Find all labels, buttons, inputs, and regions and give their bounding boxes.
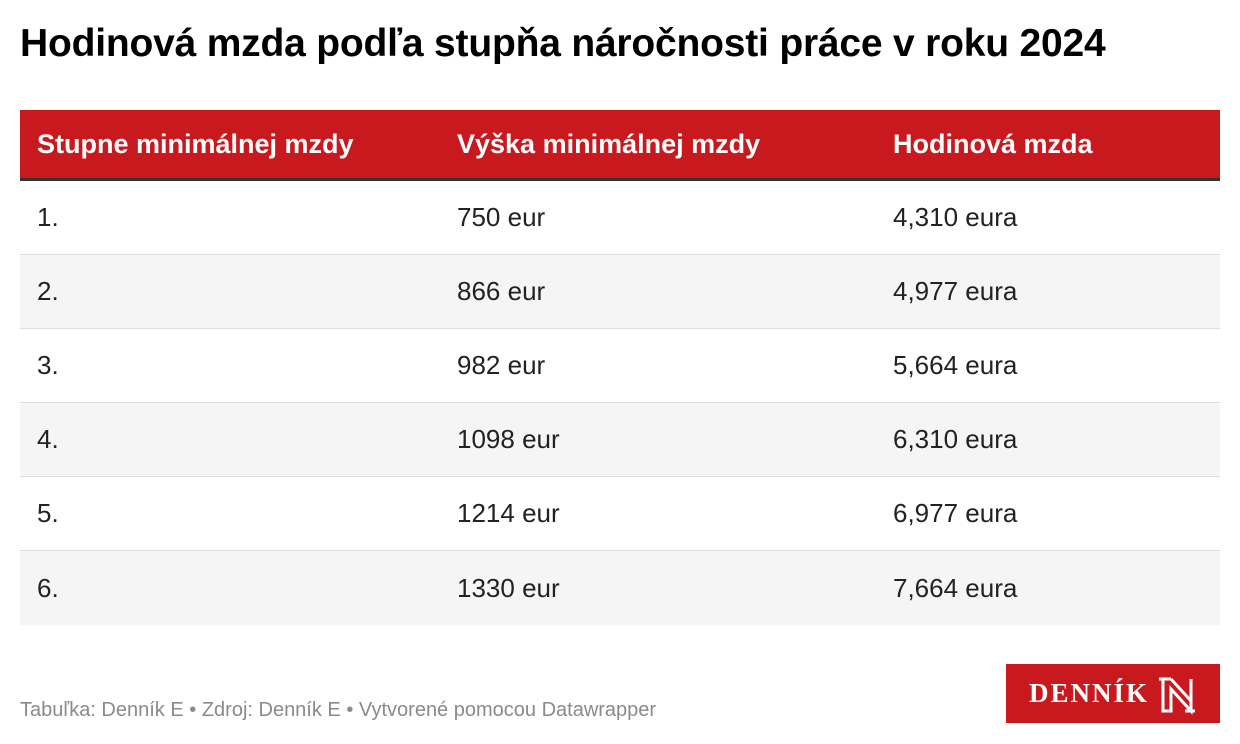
letter-n-icon — [1159, 677, 1195, 715]
cell-hodinova: 6,977 eura — [893, 498, 1018, 528]
table-header: Stupne minimálnej mzdy Výška minimálnej … — [20, 110, 1220, 181]
table-row: 1. 750 eur 4,310 eura — [20, 181, 1220, 255]
cell-vyska: 1330 eur — [457, 572, 560, 603]
cell-vyska: 982 eur — [457, 350, 546, 380]
cell-hodinova: 5,664 eura — [893, 350, 1018, 380]
table-row: 6. 1330 eur 7,664 eura — [20, 551, 1220, 625]
cell-stupen: 5. — [37, 498, 59, 528]
cell-stupen: 3. — [37, 350, 59, 380]
header-cell-vyska: Výška minimálnej mzdy — [457, 128, 761, 159]
cell-hodinova: 4,977 eura — [893, 276, 1018, 306]
header-cell-hodinova: Hodinová mzda — [893, 128, 1093, 159]
cell-hodinova: 4,310 eura — [893, 202, 1018, 232]
source-footer: Tabuľka: Denník E • Zdroj: Denník E • Vy… — [20, 699, 657, 721]
cell-stupen: 6. — [37, 572, 59, 603]
cell-stupen: 4. — [37, 424, 59, 454]
cell-hodinova: 7,664 eura — [893, 572, 1018, 603]
dennik-logo[interactable]: DENNÍK — [1006, 664, 1220, 723]
cell-vyska: 1098 eur — [457, 424, 560, 454]
table-row: 5. 1214 eur 6,977 eura — [20, 477, 1220, 551]
cell-stupen: 2. — [37, 276, 59, 306]
table-row: 4. 1098 eur 6,310 eura — [20, 403, 1220, 477]
cell-hodinova: 6,310 eura — [893, 424, 1018, 454]
page-title: Hodinová mzda podľa stupňa náročnosti pr… — [20, 22, 1106, 65]
data-table: Stupne minimálnej mzdy Výška minimálnej … — [20, 110, 1220, 625]
cell-vyska: 866 eur — [457, 276, 546, 306]
header-cell-stupne: Stupne minimálnej mzdy — [37, 128, 354, 159]
logo-text: DENNÍK — [1028, 678, 1149, 708]
table-row: 3. 982 eur 5,664 eura — [20, 329, 1220, 403]
table-row: 2. 866 eur 4,977 eura — [20, 255, 1220, 329]
cell-vyska: 750 eur — [457, 202, 546, 232]
cell-vyska: 1214 eur — [457, 498, 560, 528]
cell-stupen: 1. — [37, 202, 59, 232]
